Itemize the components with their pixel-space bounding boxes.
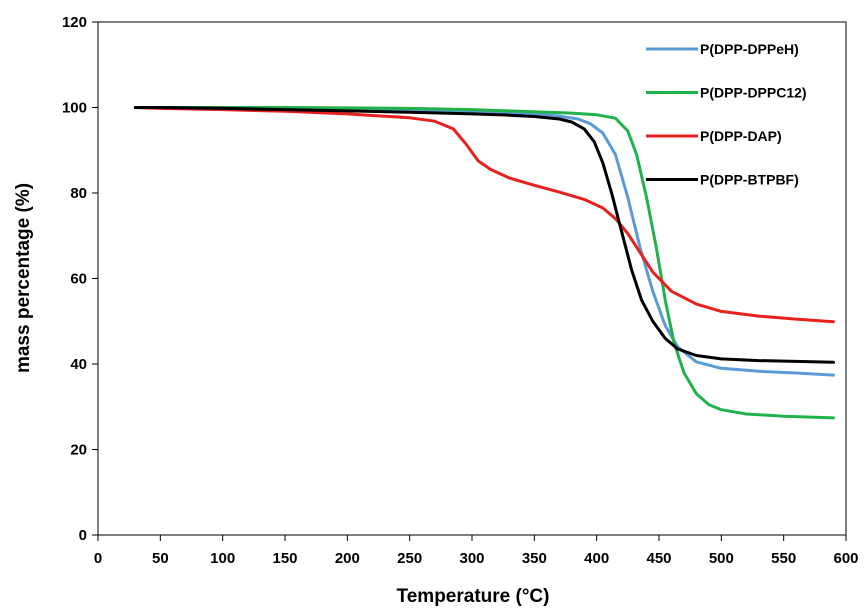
series-line bbox=[133, 106, 835, 377]
y-tick-label: 80 bbox=[70, 185, 87, 202]
x-tick-label: 150 bbox=[272, 550, 297, 567]
x-tick-label: 500 bbox=[709, 550, 734, 567]
legend-label: P(DPP-DPPC12) bbox=[700, 85, 807, 101]
x-tick-label: 100 bbox=[210, 550, 235, 567]
x-tick-label: 550 bbox=[771, 550, 796, 567]
x-tick-label: 50 bbox=[152, 550, 169, 567]
series-lines bbox=[133, 106, 835, 420]
x-tick-label: 450 bbox=[646, 550, 671, 567]
y-tick-label: 40 bbox=[70, 356, 87, 373]
legend: P(DPP-DPPeH) P(DPP-DPPC12) P(DPP-DAP) P(DPP… bbox=[646, 41, 807, 188]
x-tick-label: 200 bbox=[335, 550, 360, 567]
legend-label: P(DPP-DAP) bbox=[700, 128, 782, 144]
legend-label: P(DPP-BTPBF) bbox=[700, 172, 799, 188]
legend-label: P(DPP-DPPeH) bbox=[700, 41, 799, 57]
series-line bbox=[133, 106, 835, 420]
y-tick-label: 0 bbox=[79, 527, 87, 544]
x-tick-label: 300 bbox=[459, 550, 484, 567]
x-tick-label: 250 bbox=[397, 550, 422, 567]
y-tick-label: 100 bbox=[62, 100, 87, 117]
x-axis-ticks: 0 50 100 150 200 250 300 350 400 450 500 550 600 bbox=[94, 535, 859, 567]
y-tick-label: 20 bbox=[70, 442, 87, 459]
series-line bbox=[133, 106, 835, 324]
x-tick-label: 0 bbox=[94, 550, 102, 567]
y-tick-label: 60 bbox=[70, 271, 87, 288]
y-tick-label: 120 bbox=[62, 14, 87, 31]
y-axis-title: mass percentage (%) bbox=[13, 183, 34, 373]
x-axis-title: Temperature (°C) bbox=[397, 586, 550, 607]
series-line bbox=[133, 106, 835, 364]
x-tick-label: 600 bbox=[833, 550, 858, 567]
x-tick-label: 400 bbox=[584, 550, 609, 567]
y-axis-ticks: 0 20 40 60 80 100 120 bbox=[62, 14, 98, 544]
x-tick-label: 350 bbox=[522, 550, 547, 567]
